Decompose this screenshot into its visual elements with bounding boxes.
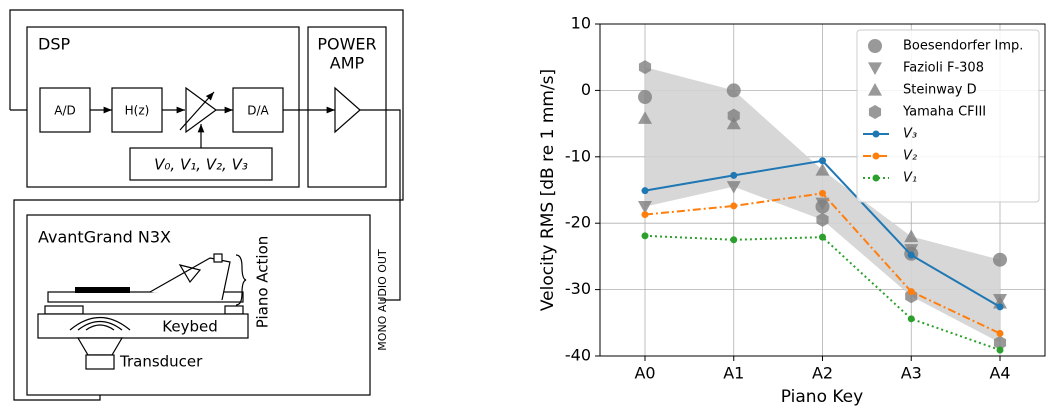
key-top xyxy=(75,287,130,293)
y-axis-label: Velocity RMS [dB re 1 mm/s] xyxy=(538,69,558,311)
audio-out-label: MONO AUDIO OUT xyxy=(376,249,389,351)
line-point xyxy=(641,187,649,195)
line-point xyxy=(996,329,1004,337)
keybed-label: Keybed xyxy=(162,318,217,336)
y-tick-label: -10 xyxy=(565,146,591,165)
line-point xyxy=(730,202,738,210)
amp-label: POWER xyxy=(317,35,376,54)
x-tick-label: A2 xyxy=(812,364,833,383)
x-tick-label: A1 xyxy=(723,364,744,383)
legend-label: V₁ xyxy=(903,171,917,186)
transducer xyxy=(85,354,115,370)
amp-label: AMP xyxy=(330,54,365,73)
block-diagram: DSP POWER AMP A/D H(z) D/A V₀, V₁, V₂, V… xyxy=(9,9,404,401)
action-label: Piano Action xyxy=(254,236,272,329)
line-point xyxy=(730,236,738,244)
key xyxy=(47,291,244,303)
scatter-point xyxy=(993,252,1007,267)
scatter-point xyxy=(638,111,652,124)
signal-loop xyxy=(9,9,404,401)
line-point xyxy=(907,251,915,259)
piano-box xyxy=(26,214,371,396)
hz-label: H(z) xyxy=(125,104,150,118)
y-tick-label: -30 xyxy=(565,279,591,298)
plot-frame xyxy=(599,23,1046,357)
variant-label: V₀, V₁, V₂, V₃ xyxy=(154,156,248,174)
variable-arrow xyxy=(179,91,215,131)
y-tick-label: -40 xyxy=(565,346,591,365)
scatter-point xyxy=(993,335,1007,350)
legend-symbol xyxy=(872,130,880,138)
instrument-label: AvantGrand N3X xyxy=(38,228,171,247)
y-tick-label: -20 xyxy=(565,213,591,232)
line-point xyxy=(730,171,738,179)
gain-stage xyxy=(185,86,218,134)
line-point xyxy=(907,315,915,323)
scatter-point xyxy=(816,212,829,227)
variant-box xyxy=(129,147,273,181)
scatter-point xyxy=(638,60,652,75)
legend-label: V₂ xyxy=(903,149,917,164)
legend-symbol xyxy=(868,83,882,96)
string xyxy=(213,253,223,263)
x-tick-label: A4 xyxy=(989,364,1010,383)
power-amp xyxy=(334,86,361,134)
brace xyxy=(235,254,247,306)
legend-symbol xyxy=(868,39,882,53)
y-tick-label: 0 xyxy=(581,80,591,99)
action-part xyxy=(178,264,202,284)
scatter-point xyxy=(726,83,741,98)
ad-label: A/D xyxy=(54,104,76,118)
line-point xyxy=(641,211,649,219)
line-point xyxy=(819,157,826,165)
scatter-point xyxy=(727,108,740,123)
legend-label: V₃ xyxy=(903,127,917,142)
line-point xyxy=(996,303,1004,311)
y-tick-label: 10 xyxy=(571,14,591,33)
vibration xyxy=(69,317,131,331)
x-axis-label: Piano Key xyxy=(781,387,863,407)
legend-label: Yamaha CFIII xyxy=(902,105,986,120)
line-point xyxy=(641,232,649,240)
legend-symbol xyxy=(868,105,882,119)
x-tick-label: A3 xyxy=(901,364,922,383)
scatter-point xyxy=(726,116,741,130)
scatter-point xyxy=(904,229,919,243)
legend-symbol xyxy=(872,152,880,160)
legend-symbol xyxy=(872,174,880,182)
da-label: D/A xyxy=(247,104,269,118)
audio-out-wire xyxy=(360,109,401,301)
x-tick-label: A0 xyxy=(634,364,655,383)
scatter-point xyxy=(726,181,741,194)
line-point xyxy=(819,189,826,197)
hz-block xyxy=(111,87,163,133)
scatter-point xyxy=(638,201,652,214)
line-point xyxy=(907,288,915,296)
line-point xyxy=(996,346,1004,354)
keybed-box xyxy=(37,313,249,339)
support xyxy=(224,305,244,315)
transducer-label: Transducer xyxy=(119,353,203,371)
legend-symbol xyxy=(868,62,882,75)
legend-label: Boesendorfer Imp. xyxy=(903,39,1023,54)
legend-box xyxy=(856,29,1040,203)
legend-label: Steinway D xyxy=(903,83,977,98)
ad-block xyxy=(39,87,91,133)
chart: Velocity RMS [dB re 1 mm/s] Piano Key -4… xyxy=(538,14,1046,407)
legend-label: Fazioli F-308 xyxy=(903,61,984,76)
support xyxy=(44,305,84,315)
scatter-point xyxy=(638,90,652,105)
scatter-point xyxy=(815,163,830,176)
dsp-label: DSP xyxy=(38,35,70,54)
line-point xyxy=(819,233,826,241)
scatter-point xyxy=(904,244,919,257)
scatter-point xyxy=(815,197,830,211)
